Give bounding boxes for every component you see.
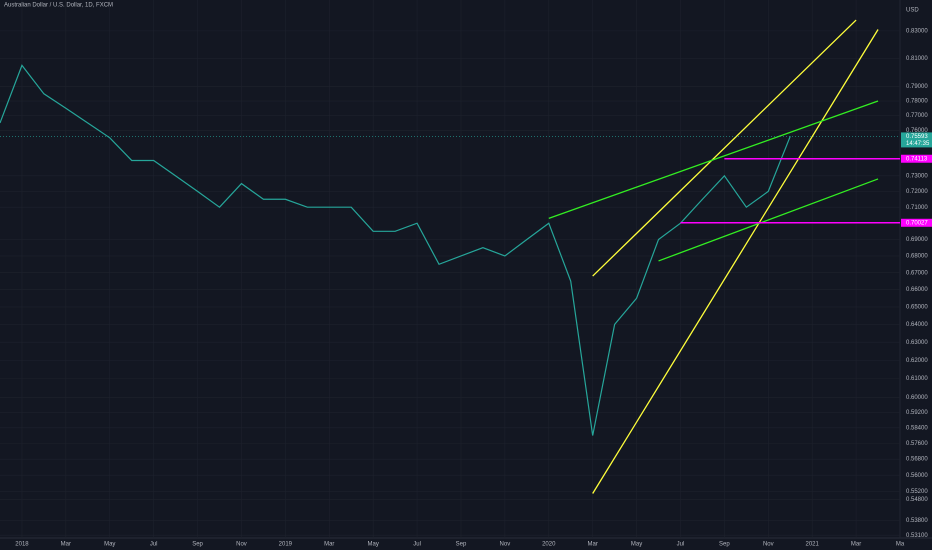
x-tick-label: Sep [192,542,203,548]
y-tick-label: 0.76000 [906,128,928,134]
y-tick-label: 0.56800 [906,457,928,463]
x-tick-label: Jul [150,542,158,548]
price-line [0,64,791,436]
x-tick-label: May [104,542,115,548]
grid [0,0,901,538]
y-tick-label: 0.67000 [906,270,928,276]
y-tick-label: 0.60000 [906,395,928,401]
x-tick-label: Jul [413,542,421,548]
x-tick-label: May [367,542,378,548]
y-tick-label: 0.72000 [906,189,928,195]
x-tick-label: Mar [324,542,334,548]
y-tick-label: 0.53100 [906,533,928,539]
trend-line [592,19,857,277]
last-price-tag [901,132,932,148]
y-tick-label: 0.73000 [906,173,928,179]
y-tick-label: 0.63000 [906,340,928,346]
y-tick-label: 0.83000 [906,28,928,34]
trend-line [658,178,879,262]
y-tick-label: 0.61000 [906,376,928,382]
x-tick-label: Mar [851,542,861,548]
y-tick-label: 0.77000 [906,113,928,119]
trend-line [592,29,879,494]
x-tick-label: Sep [719,542,730,548]
trend-line [548,100,879,220]
y-tick-label: 0.69000 [906,237,928,243]
y-tick-label: 0.59200 [906,410,928,416]
x-tick-label: Sep [456,542,467,548]
x-tick-label: 2020 [542,542,556,548]
y-tick-label: 0.68000 [906,254,928,260]
x-tick-label: Mar [588,542,598,548]
y-tick-label: 0.53800 [906,518,928,524]
level-label: 0.74113 [906,156,928,162]
y-tick-label: 0.62000 [906,358,928,364]
y-tick-label: 0.65000 [906,304,928,310]
y-tick-label: 0.58400 [906,425,928,431]
chart-title: Australian Dollar / U.S. Dollar, 1D, FXC… [4,3,113,9]
y-tick-label: 0.55200 [906,489,928,495]
last-price-label: 0.75593 [906,134,928,140]
level-label: 0.70027 [906,220,928,226]
y-tick-label: 0.54800 [906,497,928,503]
countdown: 14:47:35 [906,141,930,147]
x-tick-label: May [631,542,642,548]
x-tick-label: 2018 [15,542,29,548]
labels: 0.83000 0.81000 0.79000 0.78000 0.77000 0.760… [15,28,932,548]
level-tag [901,154,932,163]
currency: USD [906,8,919,14]
x-tick-label: Nov [236,542,247,548]
x-tick-label: Nov [763,542,774,548]
level-tag [901,218,932,227]
x-tick-label: Mar [61,542,71,548]
x-tick-label: 2019 [279,542,293,548]
y-tick-label: 0.81000 [906,56,928,62]
y-tick-label: 0.71000 [906,205,928,211]
y-tick-label: 0.78000 [906,99,928,105]
y-tick-label: 0.79000 [906,84,928,90]
marks [0,19,900,494]
y-tick-label: 0.57600 [906,441,928,447]
x-tick-label: Ma [896,542,905,548]
x-tick-label: Nov [500,542,511,548]
y-tick-label: 0.64000 [906,322,928,328]
x-tick-label: 2021 [806,542,820,548]
y-tick-label: 0.66000 [906,287,928,293]
y-tick-label: 0.56000 [906,473,928,479]
x-tick-label: Jul [677,542,685,548]
